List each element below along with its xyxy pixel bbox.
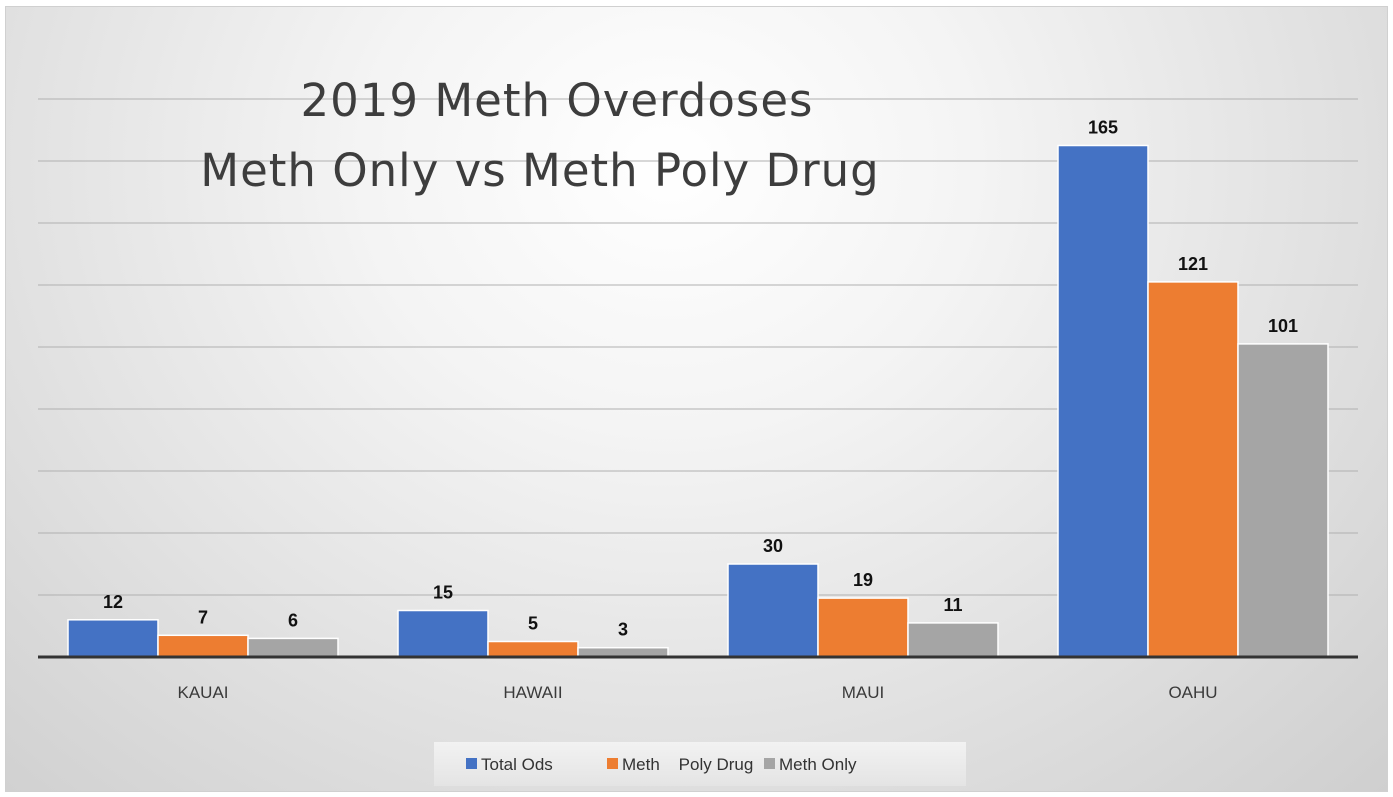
legend-swatch <box>466 758 477 769</box>
chart-title: 2019 Meth Overdoses <box>301 74 814 127</box>
data-labels: 12 7 6 15 5 3 30 19 11 165 121 101 <box>103 118 1298 640</box>
data-label: 101 <box>1268 316 1298 336</box>
category-label: OAHU <box>1168 683 1217 702</box>
bar <box>1147 281 1239 658</box>
data-label: 5 <box>528 614 538 634</box>
data-label: 7 <box>198 607 208 627</box>
bar <box>67 619 159 658</box>
bars <box>67 144 1329 658</box>
data-label: 11 <box>943 595 962 615</box>
category-label: MAUI <box>842 683 885 702</box>
legend-entry: Meth Only <box>779 755 857 774</box>
legend: Total Ods Meth Poly Drug Meth Only <box>434 742 966 786</box>
category-label: HAWAII <box>503 683 562 702</box>
bar <box>1237 343 1329 658</box>
bar <box>487 640 579 658</box>
legend-swatch <box>607 758 618 769</box>
bar <box>1057 144 1149 658</box>
data-label: 12 <box>103 592 123 612</box>
data-label: 19 <box>853 570 873 590</box>
bar <box>907 622 999 658</box>
bar <box>247 637 339 658</box>
bar <box>397 609 489 658</box>
data-label: 165 <box>1088 118 1118 138</box>
bar <box>817 597 909 658</box>
legend-box <box>434 742 966 786</box>
legend-entry: Total Ods <box>481 755 553 774</box>
legend-swatch <box>764 758 775 769</box>
legend-entry: Meth Poly Drug <box>622 755 753 774</box>
data-label: 3 <box>618 620 628 640</box>
data-label: 30 <box>763 536 783 556</box>
data-label: 6 <box>288 610 298 630</box>
data-label: 15 <box>433 583 453 603</box>
chart-subtitle: Meth Only vs Meth Poly Drug <box>200 144 879 197</box>
data-label: 121 <box>1178 254 1208 274</box>
category-labels: KAUAI HAWAII MAUI OAHU <box>177 683 1217 702</box>
bar <box>157 634 249 658</box>
bar <box>727 563 819 658</box>
category-label: KAUAI <box>177 683 228 702</box>
